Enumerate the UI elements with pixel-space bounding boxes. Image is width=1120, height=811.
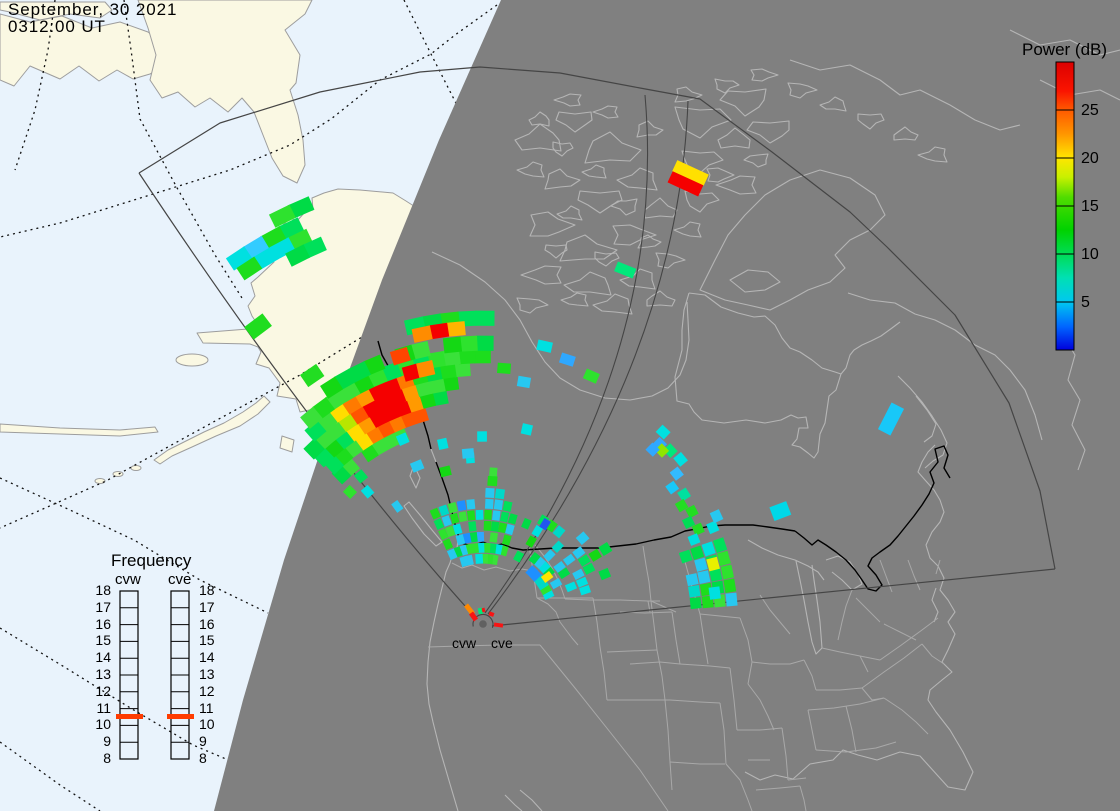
svg-text:17: 17: [199, 599, 215, 615]
svg-text:18: 18: [95, 582, 111, 598]
svg-text:0312:00 UT: 0312:00 UT: [8, 17, 106, 36]
svg-text:10: 10: [1081, 246, 1099, 263]
svg-text:11: 11: [199, 700, 214, 716]
svg-text:20: 20: [1081, 150, 1099, 167]
svg-text:25: 25: [1081, 102, 1099, 119]
svg-text:10: 10: [199, 716, 215, 732]
svg-text:15: 15: [199, 632, 215, 648]
svg-text:15: 15: [1081, 198, 1099, 215]
svg-text:10: 10: [95, 716, 111, 732]
svg-text:cvw: cvw: [115, 571, 141, 588]
svg-text:14: 14: [95, 649, 111, 665]
svg-text:11: 11: [96, 700, 111, 716]
svg-text:9: 9: [199, 733, 207, 749]
svg-text:16: 16: [199, 616, 215, 632]
svg-text:September, 30 2021: September, 30 2021: [8, 0, 177, 19]
svg-text:Frequency: Frequency: [111, 551, 192, 570]
svg-text:17: 17: [95, 599, 111, 615]
svg-text:8: 8: [103, 750, 111, 766]
svg-text:12: 12: [95, 683, 111, 699]
svg-text:cvw: cvw: [452, 635, 477, 651]
svg-text:5: 5: [1081, 294, 1090, 311]
svg-text:13: 13: [95, 666, 111, 682]
svg-text:12: 12: [199, 683, 215, 699]
svg-text:8: 8: [199, 750, 207, 766]
svg-text:15: 15: [95, 632, 111, 648]
svg-text:13: 13: [199, 666, 215, 682]
svg-text:14: 14: [199, 649, 215, 665]
svg-text:cve: cve: [168, 571, 191, 588]
svg-text:16: 16: [95, 616, 111, 632]
svg-text:cve: cve: [491, 635, 513, 651]
svg-text:18: 18: [199, 582, 215, 598]
svg-text:Power (dB): Power (dB): [1022, 40, 1107, 59]
svg-text:9: 9: [103, 733, 111, 749]
